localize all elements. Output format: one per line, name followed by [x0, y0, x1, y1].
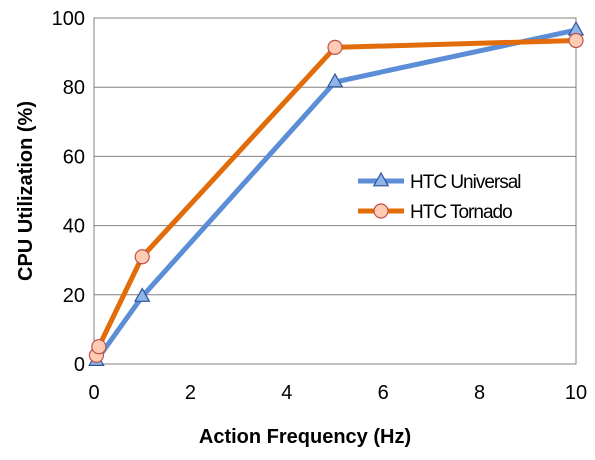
circle-marker	[373, 203, 389, 219]
triangle-marker	[372, 171, 390, 187]
series-line	[94, 27, 577, 362]
y-tick-label: 80	[63, 77, 85, 99]
y-tick-label: 20	[63, 285, 85, 307]
x-tick-label: 2	[185, 382, 196, 404]
y-axis-title: CPU Utilization (%)	[15, 101, 37, 281]
y-tick-label: 100	[52, 8, 85, 30]
series-htc-tornado	[88, 32, 584, 363]
legend: HTC Universal HTC Tornado	[358, 171, 522, 223]
x-tick-label: 4	[281, 382, 292, 404]
legend-label: HTC Universal	[410, 172, 521, 193]
x-tick-label: 0	[88, 382, 99, 404]
legend-item: HTC Tornado	[358, 202, 513, 223]
legend-label: HTC Tornado	[410, 202, 512, 223]
plot-area	[93, 17, 577, 365]
series-htc-universal	[88, 20, 585, 366]
x-tick-label: 6	[378, 382, 389, 404]
triangle-marker	[133, 287, 151, 302]
legend-item: HTC Universal	[358, 171, 522, 193]
y-tick-label: 40	[63, 216, 85, 238]
circle-marker	[327, 39, 343, 56]
tick-labels: 0 20 40 60 80 100 0 2 4 6 8 10	[52, 8, 588, 404]
circle-marker	[91, 339, 107, 355]
y-tick-label: 0	[74, 354, 85, 376]
y-tick-label: 60	[63, 146, 85, 168]
circle-marker	[134, 249, 150, 265]
x-tick-label: 8	[474, 382, 485, 404]
triangle-marker	[326, 72, 344, 88]
series-line	[94, 37, 577, 357]
series-layer	[88, 20, 585, 366]
x-tick-label: 10	[565, 382, 587, 404]
circle-marker	[568, 32, 584, 49]
x-axis-title: Action Frequency (Hz)	[199, 426, 411, 448]
